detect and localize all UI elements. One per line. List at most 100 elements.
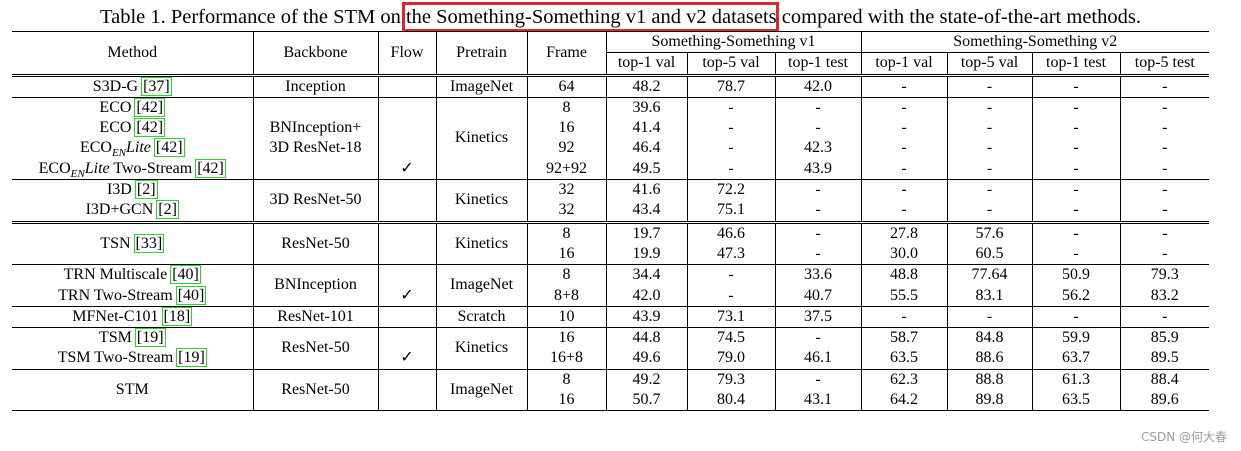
- results-table: Method Backbone Flow Pretrain Frame Some…: [12, 30, 1210, 412]
- pretrain-cell: ImageNet: [435, 75, 527, 98]
- value-cell: 56.2: [1031, 285, 1121, 307]
- value-cell: 88.8: [946, 369, 1033, 391]
- value-cell: -: [686, 158, 775, 180]
- backbone-cell: ResNet-101: [252, 306, 378, 328]
- citation-link[interactable]: [40]: [175, 285, 207, 305]
- backbone-cell: ResNet-50: [252, 369, 378, 412]
- method-cell: TRN Two-Stream [40]: [58, 285, 207, 305]
- value-cell: -: [1119, 158, 1210, 180]
- value-cell: -: [860, 138, 948, 159]
- value-cell: 63.5: [1031, 390, 1121, 412]
- value-cell: -: [1119, 179, 1210, 201]
- value-cell: 44.8: [605, 327, 687, 349]
- citation-link[interactable]: [42]: [195, 158, 226, 178]
- method-cell: ECOENLite [42]: [79, 138, 185, 159]
- value-cell: 33.6: [774, 264, 862, 286]
- frame-cell: 8: [526, 369, 606, 391]
- value-cell: 34.4: [605, 264, 687, 286]
- method-cell: TSM Two-Stream [19]: [57, 348, 207, 368]
- value-cell: -: [1031, 243, 1121, 265]
- citation-link[interactable]: [37]: [141, 76, 172, 96]
- value-cell: 75.1: [686, 200, 775, 223]
- header-v2-col: top-5 val: [946, 52, 1033, 76]
- value-cell: 83.2: [1119, 285, 1210, 307]
- value-cell: -: [774, 222, 862, 244]
- value-cell: -: [686, 264, 775, 286]
- value-cell: 41.4: [605, 118, 687, 139]
- value-cell: 41.6: [605, 179, 687, 201]
- table-caption: Table 1. Performance of the STM on the S…: [100, 6, 1141, 28]
- frame-cell: 16+8: [526, 348, 606, 370]
- value-cell: 48.2: [605, 75, 687, 98]
- value-cell: 46.4: [605, 138, 687, 159]
- value-cell: 58.7: [860, 327, 948, 349]
- table-row: ECO [42] 16 41.4 - - - - - -: [12, 118, 1210, 139]
- flow-cell: [377, 306, 436, 328]
- value-cell: 40.7: [774, 285, 862, 307]
- value-cell: 84.8: [946, 327, 1033, 349]
- value-cell: -: [1031, 179, 1121, 201]
- value-cell: 85.9: [1119, 327, 1210, 349]
- citation-link[interactable]: [42]: [153, 138, 185, 158]
- header-v2-col: top-5 test: [1119, 52, 1210, 76]
- value-cell: -: [946, 306, 1033, 328]
- backbone-cell: BNInception: [252, 264, 378, 307]
- frame-cell: 32: [526, 200, 606, 223]
- table-row: I3D+GCN [2] 32 43.4 75.1 - - - - -: [12, 200, 1210, 223]
- value-cell: -: [860, 306, 948, 328]
- citation-link[interactable]: [42]: [134, 97, 166, 117]
- value-cell: 42.3: [774, 138, 862, 159]
- flow-cell: [377, 179, 436, 201]
- table-row: ECOENLite Two-Stream [42] ✓ 92+92 49.5 - …: [12, 158, 1210, 180]
- value-cell: -: [774, 243, 862, 265]
- value-cell: 88.6: [946, 348, 1033, 370]
- value-cell: -: [946, 200, 1033, 223]
- citation-link[interactable]: [40]: [170, 265, 201, 285]
- flow-checkmark: ✓: [377, 348, 436, 370]
- pretrain-cell: Kinetics: [435, 222, 527, 265]
- flow-cell: [377, 327, 436, 349]
- value-cell: 83.1: [946, 285, 1033, 307]
- value-cell: -: [686, 138, 775, 159]
- header-row-1: Method Backbone Flow Pretrain Frame Some…: [12, 30, 1210, 76]
- value-cell: 50.9: [1031, 264, 1121, 286]
- flow-checkmark: ✓: [377, 158, 436, 180]
- frame-cell: 16: [526, 327, 606, 349]
- citation-link[interactable]: [19]: [134, 328, 166, 348]
- citation-link[interactable]: [18]: [161, 306, 193, 326]
- table-row: 16 19.9 47.3 - 30.0 60.5 - -: [12, 243, 1210, 265]
- header-flow: Flow: [377, 31, 436, 76]
- value-cell: 37.5: [774, 306, 862, 328]
- citation-link[interactable]: [42]: [134, 118, 166, 138]
- value-cell: 79.3: [1119, 264, 1210, 286]
- method-cell: TSM [19]: [98, 328, 166, 348]
- table-row: TSN [33] ResNet-50 Kinetics 8 19.7 46.6 -…: [12, 222, 1210, 265]
- value-cell: 77.64: [946, 264, 1033, 286]
- value-cell: -: [860, 158, 948, 180]
- value-cell: 74.5: [686, 327, 775, 349]
- header-row-2: top-1 val top-5 val top-1 test top-1 val…: [12, 52, 1210, 76]
- value-cell: 72.2: [686, 179, 775, 201]
- value-cell: -: [860, 200, 948, 223]
- flow-cell: [377, 222, 436, 265]
- value-cell: 57.6: [946, 222, 1033, 244]
- value-cell: -: [1031, 306, 1121, 328]
- value-cell: -: [946, 179, 1033, 201]
- value-cell: 30.0: [860, 243, 948, 265]
- value-cell: 61.3: [1031, 369, 1121, 391]
- citation-link[interactable]: [33]: [133, 233, 165, 253]
- value-cell: -: [1031, 75, 1121, 98]
- citation-link[interactable]: [2]: [134, 180, 158, 200]
- frame-cell: 8: [526, 264, 606, 286]
- value-cell: -: [946, 75, 1033, 98]
- value-cell: 62.3: [860, 369, 948, 391]
- value-cell: 42.0: [774, 75, 862, 98]
- flow-cell: [377, 97, 436, 119]
- method-cell: I3D+GCN [2]: [85, 200, 179, 220]
- flow-cell: [377, 118, 436, 139]
- citation-link[interactable]: [2]: [156, 200, 179, 220]
- pretrain-cell: Kinetics: [435, 179, 527, 223]
- citation-link[interactable]: [19]: [176, 348, 207, 368]
- value-cell: 79.0: [686, 348, 775, 370]
- value-cell: -: [686, 118, 775, 139]
